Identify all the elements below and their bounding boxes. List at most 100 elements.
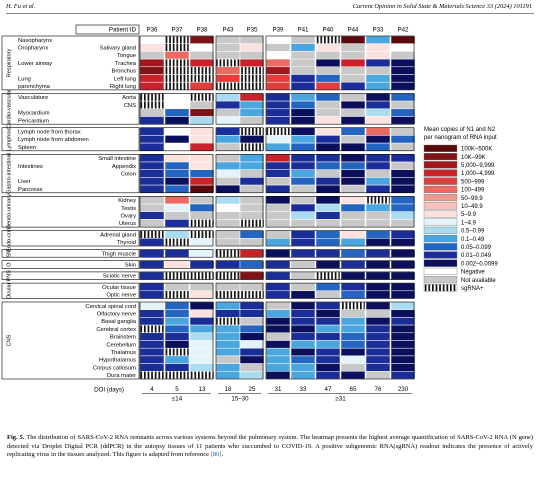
heatmap-cell bbox=[139, 340, 165, 349]
heatmap-cell bbox=[290, 219, 316, 228]
heatmap-cell bbox=[390, 135, 416, 144]
heatmap-cell bbox=[315, 238, 341, 247]
group-border bbox=[139, 35, 214, 91]
heatmap-cell bbox=[239, 43, 265, 52]
heatmap-cell bbox=[164, 127, 190, 136]
heatmap-cell bbox=[390, 324, 416, 334]
heatmap-cell bbox=[239, 332, 265, 341]
heatmap-cell bbox=[340, 301, 366, 310]
heatmap-cell bbox=[390, 203, 416, 212]
patient-id-p43: P43 bbox=[222, 27, 234, 34]
legend-swatch bbox=[423, 251, 458, 259]
heatmap-cell bbox=[340, 177, 366, 186]
heatmap-cell bbox=[164, 301, 190, 310]
heatmap-cell bbox=[290, 363, 316, 372]
heatmap-cell bbox=[315, 249, 341, 258]
heatmap-cell bbox=[215, 74, 241, 83]
heatmap-cell bbox=[290, 230, 316, 239]
system-label: O bbox=[6, 262, 12, 267]
heatmap-cell bbox=[164, 219, 190, 228]
heatmap-cell bbox=[290, 196, 316, 205]
heatmap-cell bbox=[365, 51, 391, 60]
heatmap-cell bbox=[390, 301, 416, 310]
heatmap-cell bbox=[265, 196, 291, 205]
doi-value: 13 bbox=[199, 386, 206, 393]
heatmap-cell bbox=[139, 249, 165, 258]
heatmap-cell bbox=[365, 211, 391, 220]
heatmap-cell bbox=[265, 260, 291, 269]
system-label: SM bbox=[6, 249, 12, 258]
heatmap-cell bbox=[390, 249, 416, 258]
doi-value: 76 bbox=[375, 386, 382, 393]
caption-reference-link[interactable]: [80] bbox=[210, 451, 222, 459]
heatmap-cell bbox=[365, 309, 391, 318]
heatmap-cell bbox=[139, 169, 165, 178]
heatmap-cell bbox=[164, 332, 190, 341]
heatmap-cell bbox=[365, 219, 391, 228]
heatmap-cell bbox=[215, 355, 241, 364]
heatmap-cell bbox=[390, 196, 416, 205]
tissue-label: Olfactory nerve bbox=[97, 312, 136, 318]
heatmap-cell bbox=[215, 238, 241, 247]
heatmap-cell bbox=[265, 66, 291, 75]
heatmap-cell bbox=[265, 347, 291, 357]
heatmap-cell bbox=[164, 74, 190, 83]
heatmap-cell bbox=[215, 347, 241, 357]
heatmap-cell bbox=[290, 135, 316, 144]
heatmap-cell bbox=[365, 301, 391, 310]
heatmap-cell bbox=[189, 317, 215, 326]
heatmap-cell bbox=[189, 230, 215, 239]
tissue-label: Small intestine bbox=[98, 156, 136, 162]
heatmap-cell bbox=[164, 108, 190, 117]
heatmap-cell bbox=[365, 184, 391, 194]
patient-id-p44: P44 bbox=[347, 27, 359, 34]
heatmap-cell bbox=[139, 51, 165, 60]
system-box-5 bbox=[1, 230, 140, 247]
heatmap-cell bbox=[139, 282, 165, 292]
heatmap-cell bbox=[265, 43, 291, 52]
heatmap-cell bbox=[315, 355, 341, 364]
legend-swatch bbox=[423, 243, 458, 251]
tissue-label: Adrenal gland bbox=[100, 232, 136, 238]
heatmap-cell bbox=[390, 355, 416, 364]
heatmap-cell bbox=[164, 100, 190, 110]
heatmap-cell bbox=[315, 93, 341, 102]
tissue-label: Cerebral cortex bbox=[96, 327, 136, 333]
heatmap-cell bbox=[139, 230, 165, 239]
system-label: Genito-urinary bbox=[6, 194, 12, 230]
heatmap-cell bbox=[340, 363, 366, 372]
heatmap-cell bbox=[315, 203, 341, 212]
heatmap-cell bbox=[365, 108, 391, 117]
heatmap-cell bbox=[365, 196, 391, 205]
heatmap-cell bbox=[365, 355, 391, 364]
system-label: CNS bbox=[6, 334, 12, 346]
heatmap-cell bbox=[290, 317, 316, 326]
system-label: Gastro-intestinal bbox=[6, 153, 12, 194]
heatmap-cell bbox=[164, 211, 190, 220]
heatmap-cell bbox=[340, 340, 366, 349]
heatmap-cell bbox=[215, 184, 241, 194]
heatmap-cell bbox=[340, 51, 366, 60]
heatmap-cell bbox=[340, 309, 366, 318]
heatmap-cell bbox=[290, 355, 316, 364]
legend-swatch bbox=[423, 169, 458, 177]
heatmap-cell bbox=[189, 290, 215, 299]
heatmap-cell bbox=[265, 93, 291, 102]
heatmap-cell bbox=[315, 230, 341, 239]
heatmap-cell bbox=[239, 169, 265, 178]
heatmap-cell bbox=[239, 142, 265, 152]
heatmap-cell bbox=[265, 116, 291, 125]
heatmap-cell bbox=[139, 260, 165, 269]
heatmap-cell bbox=[164, 196, 190, 205]
legend-label: 500–999 bbox=[461, 179, 485, 185]
tissue-group-label: Myocardium bbox=[18, 111, 50, 117]
heatmap-cell bbox=[139, 35, 165, 44]
heatmap-cell bbox=[340, 43, 366, 52]
legend-swatch bbox=[423, 226, 458, 235]
heatmap-cell bbox=[189, 142, 215, 152]
heatmap-cell bbox=[390, 317, 416, 326]
heatmap-cell bbox=[189, 309, 215, 318]
heatmap-cell bbox=[265, 127, 291, 136]
heatmap-cell bbox=[315, 324, 341, 334]
heatmap-cell bbox=[290, 81, 316, 91]
